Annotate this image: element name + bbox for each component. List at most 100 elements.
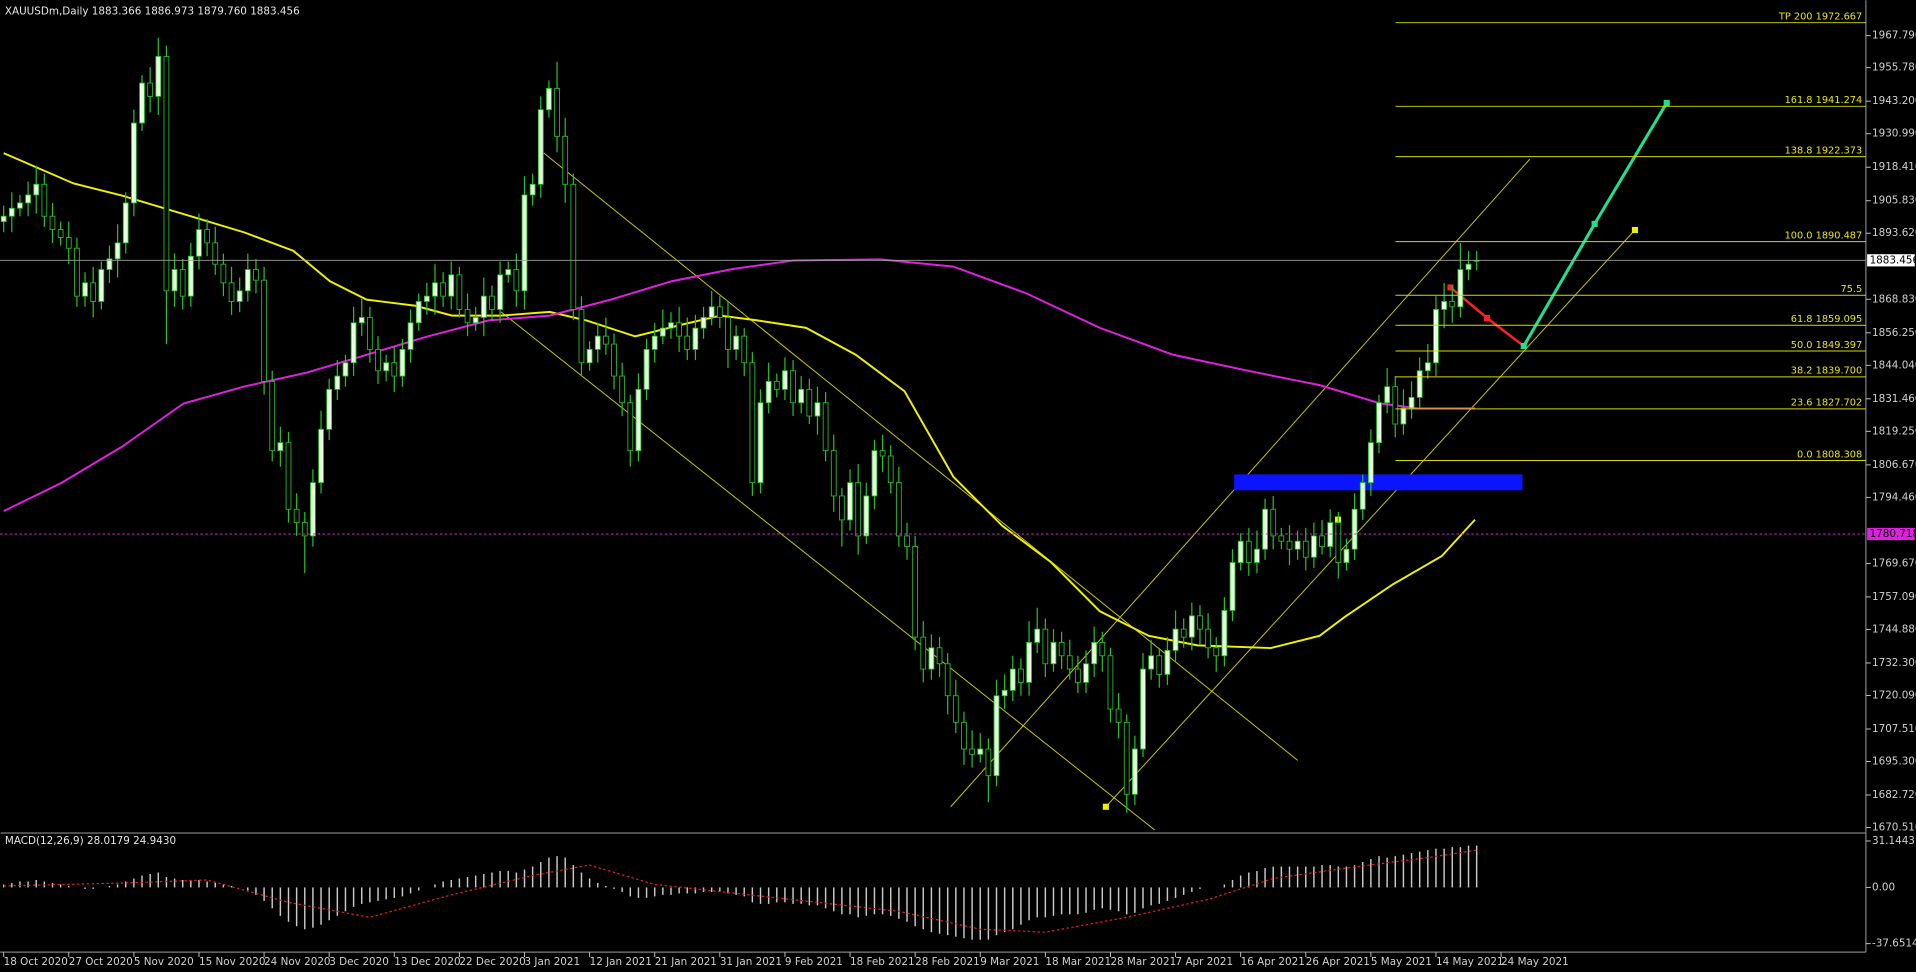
candle-body bbox=[969, 748, 975, 755]
candle-body bbox=[1400, 407, 1407, 425]
candle-body bbox=[716, 306, 723, 318]
candle-body bbox=[1245, 540, 1252, 563]
candle-body bbox=[106, 258, 113, 270]
candle-body bbox=[1050, 642, 1057, 665]
anchor-point bbox=[1663, 99, 1670, 106]
candle-body bbox=[603, 335, 609, 345]
x-tick-label: 18 Mar 2021 bbox=[1045, 956, 1111, 968]
y-tick-label: 1819.250 bbox=[1872, 425, 1916, 437]
fib-label: 38.2 1839.700 bbox=[1791, 366, 1862, 377]
candle-body bbox=[1416, 370, 1423, 398]
candle-body bbox=[25, 194, 31, 204]
candle-body bbox=[578, 309, 585, 364]
x-tick-label: 5 May 2021 bbox=[1371, 956, 1432, 968]
candle-body bbox=[179, 269, 186, 297]
candle-body bbox=[822, 402, 829, 452]
candle-body bbox=[513, 269, 520, 292]
candle-body bbox=[489, 295, 495, 310]
candle-body bbox=[358, 317, 365, 324]
candle-body bbox=[1123, 721, 1130, 795]
candle-body bbox=[1262, 508, 1268, 550]
candle-body bbox=[1424, 362, 1431, 372]
y-tick-label: 1930.990 bbox=[1872, 128, 1916, 140]
candle-body bbox=[391, 362, 398, 377]
candle-body bbox=[33, 183, 40, 196]
x-tick-label: 3 Dec 2020 bbox=[329, 956, 389, 968]
candle-body bbox=[1408, 396, 1415, 409]
candle-body bbox=[505, 269, 512, 276]
macd-header: MACD(12,26,9) 28.0179 24.9430 bbox=[5, 835, 176, 847]
candle-body bbox=[415, 301, 422, 324]
candle-body bbox=[814, 402, 821, 417]
candle-body bbox=[1294, 540, 1301, 550]
candle-body bbox=[367, 317, 373, 350]
candle-body bbox=[407, 322, 414, 350]
candle-body bbox=[220, 263, 227, 284]
candle-body bbox=[253, 269, 259, 281]
candle-body bbox=[90, 282, 97, 302]
y-tick-label: 1757.090 bbox=[1872, 591, 1916, 603]
x-tick-label: 13 Dec 2020 bbox=[394, 956, 460, 968]
candle-body bbox=[1091, 642, 1098, 665]
candle-body bbox=[456, 274, 463, 310]
candle-body bbox=[1367, 442, 1374, 484]
candle-body bbox=[1026, 642, 1032, 683]
candle-body bbox=[17, 202, 23, 209]
candle-body bbox=[733, 335, 739, 350]
y-tick-label: 1744.880 bbox=[1872, 623, 1916, 635]
x-tick-label: 12 Jan 2021 bbox=[590, 956, 652, 968]
candle-body bbox=[139, 82, 145, 124]
fib-label: 23.6 1827.702 bbox=[1791, 398, 1862, 409]
fib-label: 75.5 bbox=[1840, 284, 1862, 295]
candle-body bbox=[1180, 628, 1187, 638]
candle-body bbox=[1140, 668, 1146, 750]
candle-body bbox=[546, 87, 552, 111]
moving-average bbox=[3, 152, 1476, 650]
candle-body bbox=[196, 229, 202, 257]
candle-body bbox=[920, 636, 927, 670]
candle-body bbox=[529, 183, 536, 196]
candle-body bbox=[1058, 642, 1065, 657]
x-tick-label: 24 Nov 2020 bbox=[264, 956, 330, 968]
macd-signal bbox=[3, 849, 1477, 933]
candle-body bbox=[171, 269, 178, 292]
trendline bbox=[1105, 229, 1636, 808]
candle-body bbox=[0, 215, 7, 223]
candle-body bbox=[790, 370, 796, 404]
candle-body bbox=[773, 380, 780, 390]
candle-body bbox=[1278, 535, 1285, 542]
x-tick-label: 9 Feb 2021 bbox=[785, 956, 843, 968]
candle-body bbox=[440, 282, 446, 297]
candle-body bbox=[676, 322, 683, 337]
x-tick-label: 7 Apr 2021 bbox=[1176, 956, 1234, 968]
y-tick-label: 1868.830 bbox=[1872, 293, 1916, 305]
trendline bbox=[543, 152, 1299, 761]
y-tick-label: 1720.090 bbox=[1872, 689, 1916, 701]
fib-label: 161.8 1941.274 bbox=[1785, 95, 1863, 106]
candle-body bbox=[1351, 508, 1358, 550]
x-tick-label: 16 Apr 2021 bbox=[1241, 956, 1305, 968]
fib-label: 100.0 1890.487 bbox=[1785, 230, 1863, 241]
y-tick-label: 1769.670 bbox=[1872, 557, 1916, 569]
candle-body bbox=[1392, 386, 1399, 425]
candle-body bbox=[708, 306, 715, 318]
candle-body bbox=[651, 335, 658, 350]
y-tick-label: 1831.460 bbox=[1872, 393, 1916, 405]
candle-body bbox=[1237, 540, 1244, 563]
candle-body bbox=[692, 327, 699, 350]
y-tick-label: 1670.510 bbox=[1872, 822, 1916, 834]
candle-body bbox=[1164, 650, 1171, 675]
candle-body bbox=[863, 495, 870, 537]
x-tick-label: 27 Oct 2020 bbox=[69, 956, 133, 968]
candle-body bbox=[228, 282, 235, 302]
candle-body bbox=[1075, 668, 1081, 683]
y-tick-label: 1844.040 bbox=[1872, 359, 1916, 371]
candle-body bbox=[131, 122, 137, 204]
candle-body bbox=[74, 247, 80, 297]
x-tick-label: 3 Jan 2021 bbox=[525, 956, 581, 968]
candle-body bbox=[1099, 642, 1106, 657]
candle-body bbox=[1311, 535, 1317, 558]
candle-body bbox=[1131, 748, 1138, 795]
price-box-label: 1883.456 bbox=[1870, 254, 1916, 266]
candle-body bbox=[554, 87, 560, 137]
